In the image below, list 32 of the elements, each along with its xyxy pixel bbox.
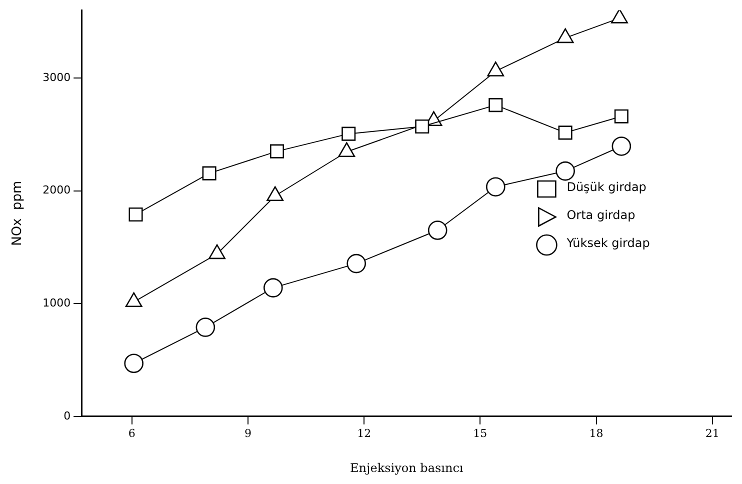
point: [128, 207, 143, 222]
point: [611, 10, 628, 24]
y-axis-title: NOx ppm: [10, 180, 26, 246]
point: [342, 126, 356, 141]
point: [415, 119, 430, 134]
point: [270, 144, 284, 158]
x-tick-label: 6: [128, 426, 136, 440]
point: [488, 98, 503, 112]
x-tick-label: 21: [705, 426, 720, 440]
x-tick-label: 18: [589, 426, 604, 440]
point: [202, 166, 216, 180]
point: [346, 254, 366, 274]
x-tick-label: 15: [473, 426, 488, 440]
x-axis-title: Enjeksiyon basıncı: [350, 460, 464, 475]
y-tick-label: 2000: [42, 184, 71, 197]
point: [428, 220, 448, 240]
y-tick-label: 0: [64, 409, 71, 422]
point: [196, 318, 216, 337]
point: [263, 278, 283, 298]
legend-label: Düşük girdap: [566, 180, 646, 194]
point: [558, 126, 572, 140]
legend-label: Orta girdap: [566, 208, 636, 222]
y-tick-label: 1000: [42, 296, 71, 310]
x-tick-label: 9: [244, 426, 252, 440]
point: [614, 109, 628, 124]
point: [556, 161, 575, 181]
x-tick-label: 12: [357, 426, 372, 440]
point: [124, 354, 144, 374]
point: [612, 136, 632, 156]
y-tick-label: 3000: [42, 70, 71, 84]
legend-label: Yüksek girdap: [566, 236, 650, 250]
point: [486, 177, 506, 196]
